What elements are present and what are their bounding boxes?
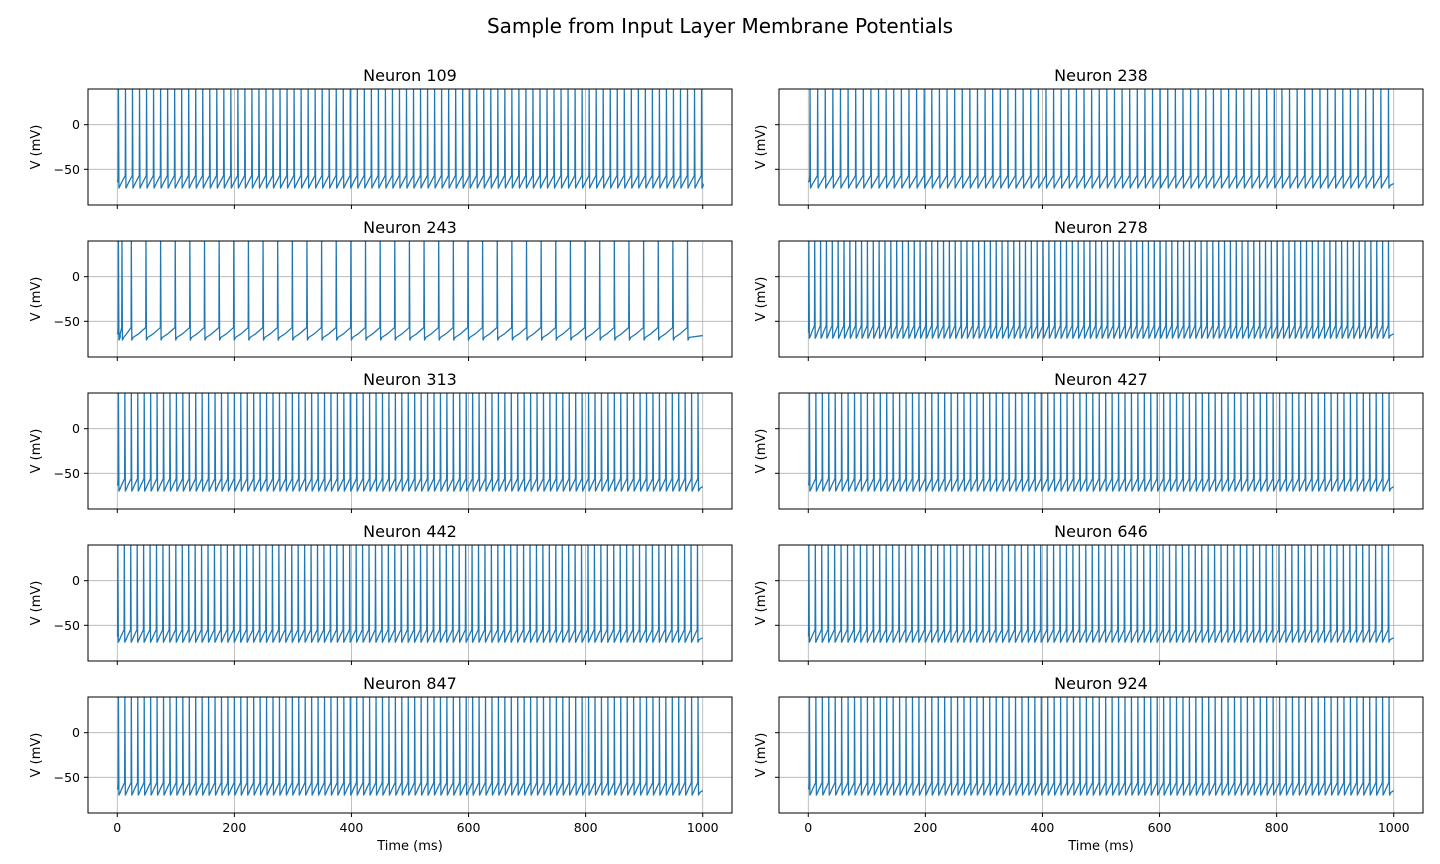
membrane-potential-trace xyxy=(807,393,1395,492)
subplot-title: Neuron 109 xyxy=(363,66,457,85)
y-axis-label: V (mV) xyxy=(754,125,769,170)
subplot-title: Neuron 278 xyxy=(1054,218,1148,237)
y-axis-label: V (mV) xyxy=(29,733,44,778)
y-tick-label: 0 xyxy=(72,269,80,284)
subplot-neuron-924: 0 200 400 600 800 1000 Neuron 924 V (mV) Time (m… xyxy=(754,674,1424,854)
x-axis-label: Time (ms) xyxy=(1067,839,1134,854)
subplot-neuron-243: −50 0 Neuron 243 V (mV) xyxy=(29,218,733,361)
axes-frame xyxy=(87,88,733,206)
y-tick-label: −50 xyxy=(54,466,80,481)
subplot-neuron-442: −50 0 Neuron 442 V (mV) xyxy=(29,522,733,665)
y-tick-label: −50 xyxy=(54,314,80,329)
x-tick-label: 600 xyxy=(457,820,481,835)
axes-frame xyxy=(778,88,1424,206)
membrane-potential-trace xyxy=(807,241,1395,339)
subplot-title: Neuron 847 xyxy=(363,674,457,693)
y-axis-label: V (mV) xyxy=(754,581,769,626)
y-tick-label: 0 xyxy=(72,117,80,132)
subplot-title: Neuron 243 xyxy=(363,218,457,237)
x-tick-label: 1000 xyxy=(687,820,719,835)
membrane-potential-trace xyxy=(116,545,704,643)
axes-frame xyxy=(87,544,733,662)
subplot-neuron-847: 0 200 400 600 800 1000 −50 0 Neuron 847 V (mV) Tim… xyxy=(29,674,733,854)
x-tick-label: 800 xyxy=(1265,820,1289,835)
axes-frame xyxy=(87,696,733,814)
subplot-neuron-427: Neuron 427 V (mV) xyxy=(754,370,1424,513)
membrane-potential-trace xyxy=(807,697,1395,796)
membrane-potential-trace xyxy=(807,89,1395,189)
y-tick-label: −50 xyxy=(54,618,80,633)
subplot-title: Neuron 238 xyxy=(1054,66,1148,85)
membrane-potential-trace xyxy=(116,241,703,341)
membrane-potential-trace xyxy=(116,393,704,492)
x-tick-label: 0 xyxy=(804,820,812,835)
y-tick-label: 0 xyxy=(72,725,80,740)
y-axis-label: V (mV) xyxy=(29,125,44,170)
y-axis-label: V (mV) xyxy=(754,277,769,322)
subplot-neuron-646: Neuron 646 V (mV) xyxy=(754,522,1424,665)
y-tick-label: −50 xyxy=(54,770,80,785)
x-tick-label: 800 xyxy=(574,820,598,835)
axes-frame xyxy=(778,544,1424,662)
subplot-neuron-313: −50 0 Neuron 313 V (mV) xyxy=(29,370,733,513)
axes-frame xyxy=(87,240,733,358)
y-axis-label: V (mV) xyxy=(754,733,769,778)
y-axis-label: V (mV) xyxy=(29,429,44,474)
x-axis-label: Time (ms) xyxy=(376,839,443,854)
y-axis-label: V (mV) xyxy=(754,429,769,474)
membrane-potential-trace xyxy=(807,545,1395,643)
x-tick-label: 1000 xyxy=(1378,820,1410,835)
subplot-neuron-109: −50 0 Neuron 109 V (mV) xyxy=(29,66,733,209)
subplot-title: Neuron 313 xyxy=(363,370,457,389)
y-axis-label: V (mV) xyxy=(29,581,44,626)
axes-frame xyxy=(778,392,1424,510)
y-axis-label: V (mV) xyxy=(29,277,44,322)
y-tick-label: 0 xyxy=(72,421,80,436)
subplot-title: Neuron 427 xyxy=(1054,370,1148,389)
axes-frame xyxy=(778,240,1424,358)
x-tick-label: 200 xyxy=(222,820,246,835)
figure-title: Sample from Input Layer Membrane Potenti… xyxy=(487,14,953,38)
x-tick-label: 400 xyxy=(1031,820,1055,835)
membrane-potential-trace xyxy=(116,89,704,189)
membrane-potential-trace xyxy=(116,697,704,796)
subplot-neuron-278: Neuron 278 V (mV) xyxy=(754,218,1424,361)
axes-frame xyxy=(778,696,1424,814)
subplot-title: Neuron 924 xyxy=(1054,674,1148,693)
y-tick-label: −50 xyxy=(54,162,80,177)
x-tick-label: 400 xyxy=(340,820,364,835)
x-tick-label: 200 xyxy=(913,820,937,835)
subplot-neuron-238: Neuron 238 V (mV) xyxy=(754,66,1424,209)
x-tick-label: 600 xyxy=(1148,820,1172,835)
axes-frame xyxy=(87,392,733,510)
x-tick-label: 0 xyxy=(113,820,121,835)
subplot-title: Neuron 646 xyxy=(1054,522,1148,541)
subplot-title: Neuron 442 xyxy=(363,522,457,541)
y-tick-label: 0 xyxy=(72,573,80,588)
